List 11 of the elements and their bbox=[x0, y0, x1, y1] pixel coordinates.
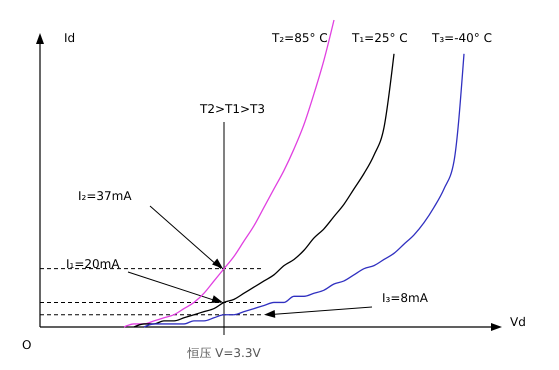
text: 恒压 V=3.3V bbox=[186, 346, 262, 360]
annotation: I₂=37mA bbox=[78, 189, 132, 203]
series-label: T₂=85° C bbox=[271, 31, 328, 45]
series-label: T₃=-40° C bbox=[431, 31, 492, 45]
text: O bbox=[22, 338, 32, 352]
annotation: I₃=8mA bbox=[382, 291, 429, 305]
annotation: I₁=20mA bbox=[66, 257, 120, 271]
annotation: T2>T1>T3 bbox=[199, 102, 266, 116]
x-axis-title: Vd bbox=[510, 315, 526, 329]
y-axis-title: Id bbox=[64, 31, 76, 45]
series-label: T₁=25° C bbox=[351, 31, 408, 45]
